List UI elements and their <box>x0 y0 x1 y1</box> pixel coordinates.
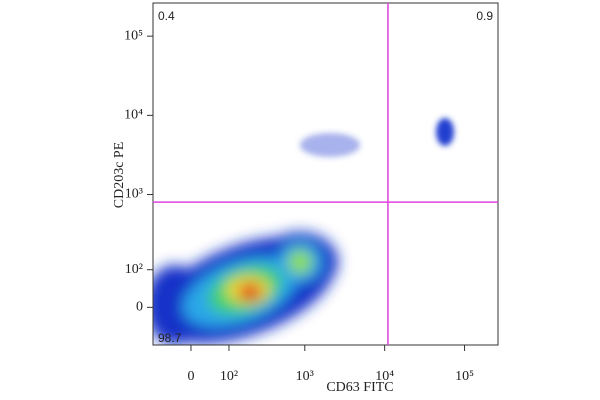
density-cloud <box>153 118 454 345</box>
quadrant-percent: 98.7 <box>158 331 182 345</box>
quadrant-percent: 0.9 <box>476 9 493 23</box>
x-tick-label: 10² <box>220 369 238 384</box>
plot-frame <box>152 2 499 346</box>
y-tick-label: 0 <box>136 300 143 315</box>
x-tick-label: 10³ <box>296 369 314 384</box>
y-axis-label: CD203c PE <box>112 142 127 209</box>
y-tick-label: 10⁴ <box>124 108 143 123</box>
x-tick-label: 0 <box>187 369 194 384</box>
x-axis-label: CD63 FITC <box>326 380 393 395</box>
y-tick-label: 10² <box>125 262 143 277</box>
quadrant-percent: 0.4 <box>158 9 175 23</box>
x-tick-label: 10⁵ <box>455 369 474 384</box>
y-tick-label: 10³ <box>125 187 143 202</box>
x-tick-label: 10⁴ <box>375 369 394 384</box>
y-tick-label: 10⁵ <box>124 28 143 43</box>
